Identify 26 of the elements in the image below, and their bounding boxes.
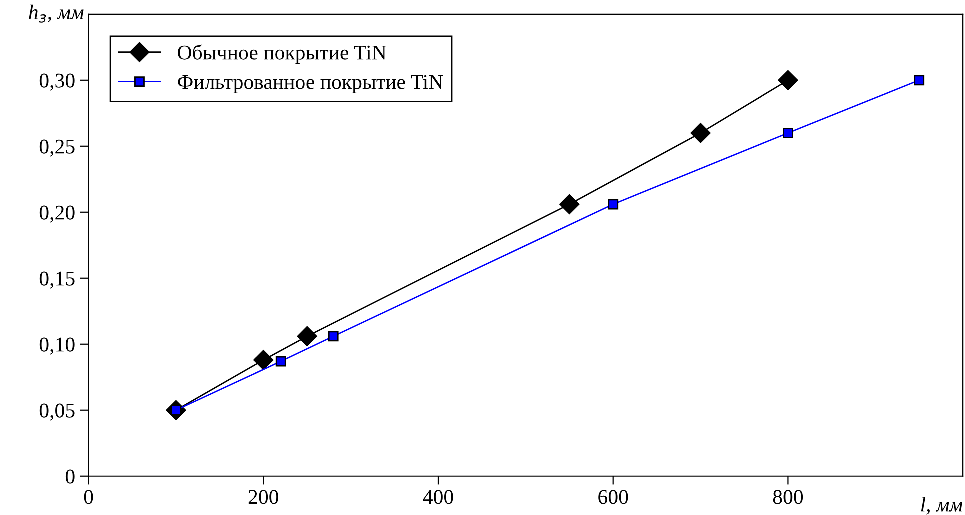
y-tick-label: 0,20 <box>40 206 75 223</box>
y-tick-label: 0,30 <box>40 74 75 91</box>
y-tick-label: 0 <box>66 470 75 484</box>
y-tick-label: 0,25 <box>40 140 75 157</box>
x-tick-label: 800 <box>773 490 804 504</box>
point <box>608 199 619 210</box>
x-axis-title: l, мм <box>921 497 963 515</box>
y-tick-label: 0,05 <box>40 404 75 421</box>
point <box>560 194 580 215</box>
x-tick-label: 600 <box>598 490 628 504</box>
legend-label: Обычное покрытие TiN <box>178 44 386 64</box>
x-tick-label: 400 <box>423 490 454 504</box>
y-tick-label: 0,10 <box>40 338 75 355</box>
x-tick-label: 200 <box>248 490 278 504</box>
point <box>783 128 794 138</box>
x-tick-label: 0 <box>84 490 94 504</box>
point <box>328 331 339 342</box>
point <box>690 123 711 144</box>
legend-label: Фильтрованное покрытие TiN <box>178 75 444 94</box>
point <box>914 75 925 86</box>
y-axis-title: h$_{з}$, мм <box>29 4 84 23</box>
point <box>254 350 274 370</box>
point <box>297 326 318 346</box>
point <box>778 70 798 90</box>
y-tick-label: 0,15 <box>40 272 75 289</box>
point <box>276 356 286 367</box>
